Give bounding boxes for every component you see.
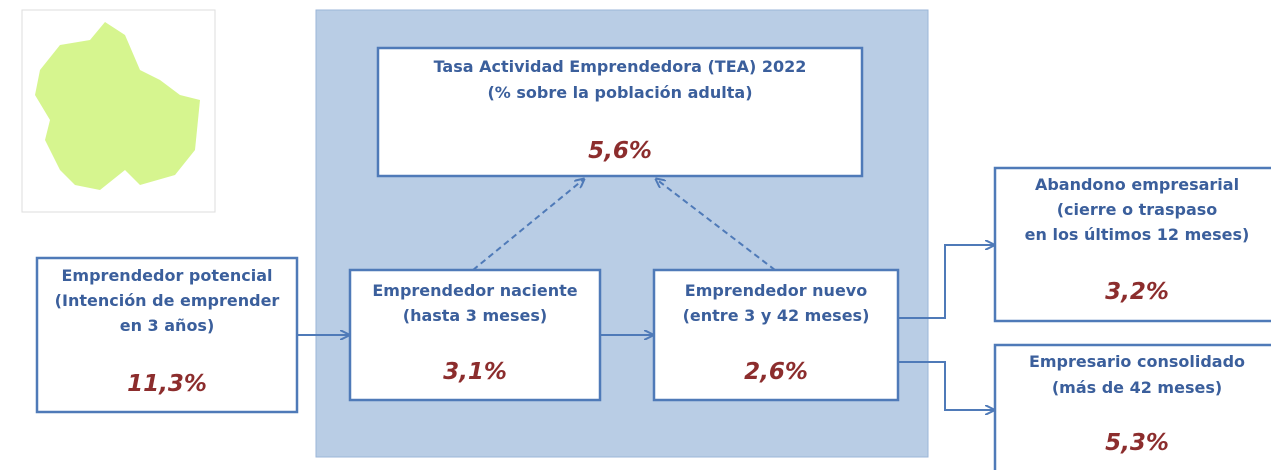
node-label: (cierre o traspaso [1057, 200, 1218, 219]
map-shape [35, 22, 200, 190]
nodes: Tasa Actividad Emprendedora (TEA) 2022 (%… [35, 46, 1271, 470]
node-label: (Intención de emprender [55, 291, 280, 310]
arrows [297, 179, 994, 410]
node-value: 11,3% [127, 371, 207, 397]
node-label: (entre 3 y 42 meses) [683, 306, 870, 325]
node-label: Abandono empresarial [1035, 175, 1239, 194]
dashed-arrow [472, 179, 584, 271]
node-value: 3,1% [443, 359, 507, 385]
node-label: (hasta 3 meses) [403, 306, 547, 325]
node-box [993, 166, 1271, 323]
dashed-arrow [656, 179, 776, 271]
node-value: 2,6% [744, 359, 808, 385]
node-value: 5,6% [588, 138, 652, 164]
node-label: (más de 42 meses) [1052, 378, 1222, 397]
node-label: en los últimos 12 meses) [1025, 225, 1250, 244]
node-value: 3,2% [1105, 279, 1169, 305]
node-label: en 3 años) [120, 316, 215, 335]
node-label: Emprendedor nuevo [685, 281, 867, 300]
arrow [898, 361, 994, 410]
node-label: (% sobre la población adulta) [487, 83, 752, 102]
node-box [993, 343, 1271, 470]
node-box [348, 268, 602, 402]
node-label: Emprendedor naciente [372, 281, 577, 300]
node-label: Emprendedor potencial [62, 266, 273, 285]
node-value: 5,3% [1105, 430, 1169, 456]
node-box [652, 268, 900, 402]
node-box [35, 256, 299, 414]
node-box [376, 46, 864, 178]
node-label: Empresario consolidado [1029, 352, 1245, 371]
arrow [898, 245, 994, 319]
node-label: Tasa Actividad Emprendedora (TEA) 2022 [434, 57, 807, 76]
